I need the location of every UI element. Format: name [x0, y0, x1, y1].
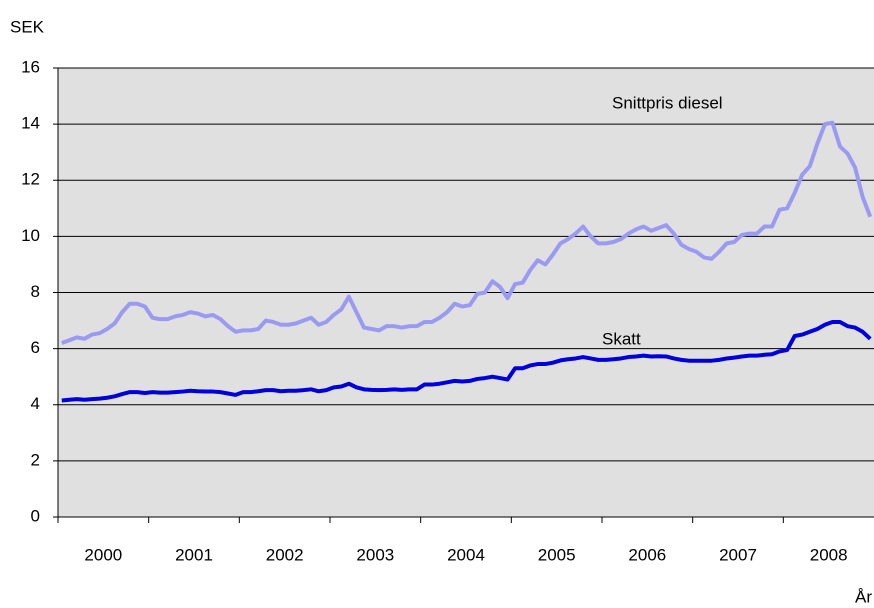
x-tick-label: 2000 [84, 545, 122, 564]
x-axis-label: År [855, 587, 872, 606]
x-tick-label: 2007 [719, 545, 757, 564]
y-tick-label: 14 [21, 114, 40, 133]
x-tick-label: 2006 [628, 545, 666, 564]
x-tick-label: 2008 [810, 545, 848, 564]
y-tick-label: 2 [31, 450, 40, 469]
x-tick-label: 2004 [447, 545, 485, 564]
x-tick-label: 2002 [266, 545, 304, 564]
y-tick-label: 0 [31, 506, 40, 525]
y-tick-label: 8 [31, 282, 40, 301]
y-axis-label: SEK [10, 17, 45, 36]
x-tick-label: 2001 [175, 545, 213, 564]
series-line [61, 120, 873, 345]
y-tick-label: 16 [21, 57, 40, 76]
annotation: Skatt [602, 329, 641, 348]
y-tick-label: 6 [31, 338, 40, 357]
y-tick-label: 12 [21, 170, 40, 189]
y-tick-label: 10 [21, 226, 40, 245]
x-tick-label: 2003 [356, 545, 394, 564]
series-line [61, 319, 872, 403]
annotation: Snittpris diesel [612, 93, 723, 112]
y-tick-label: 4 [31, 394, 40, 413]
x-tick-label: 2005 [538, 545, 576, 564]
